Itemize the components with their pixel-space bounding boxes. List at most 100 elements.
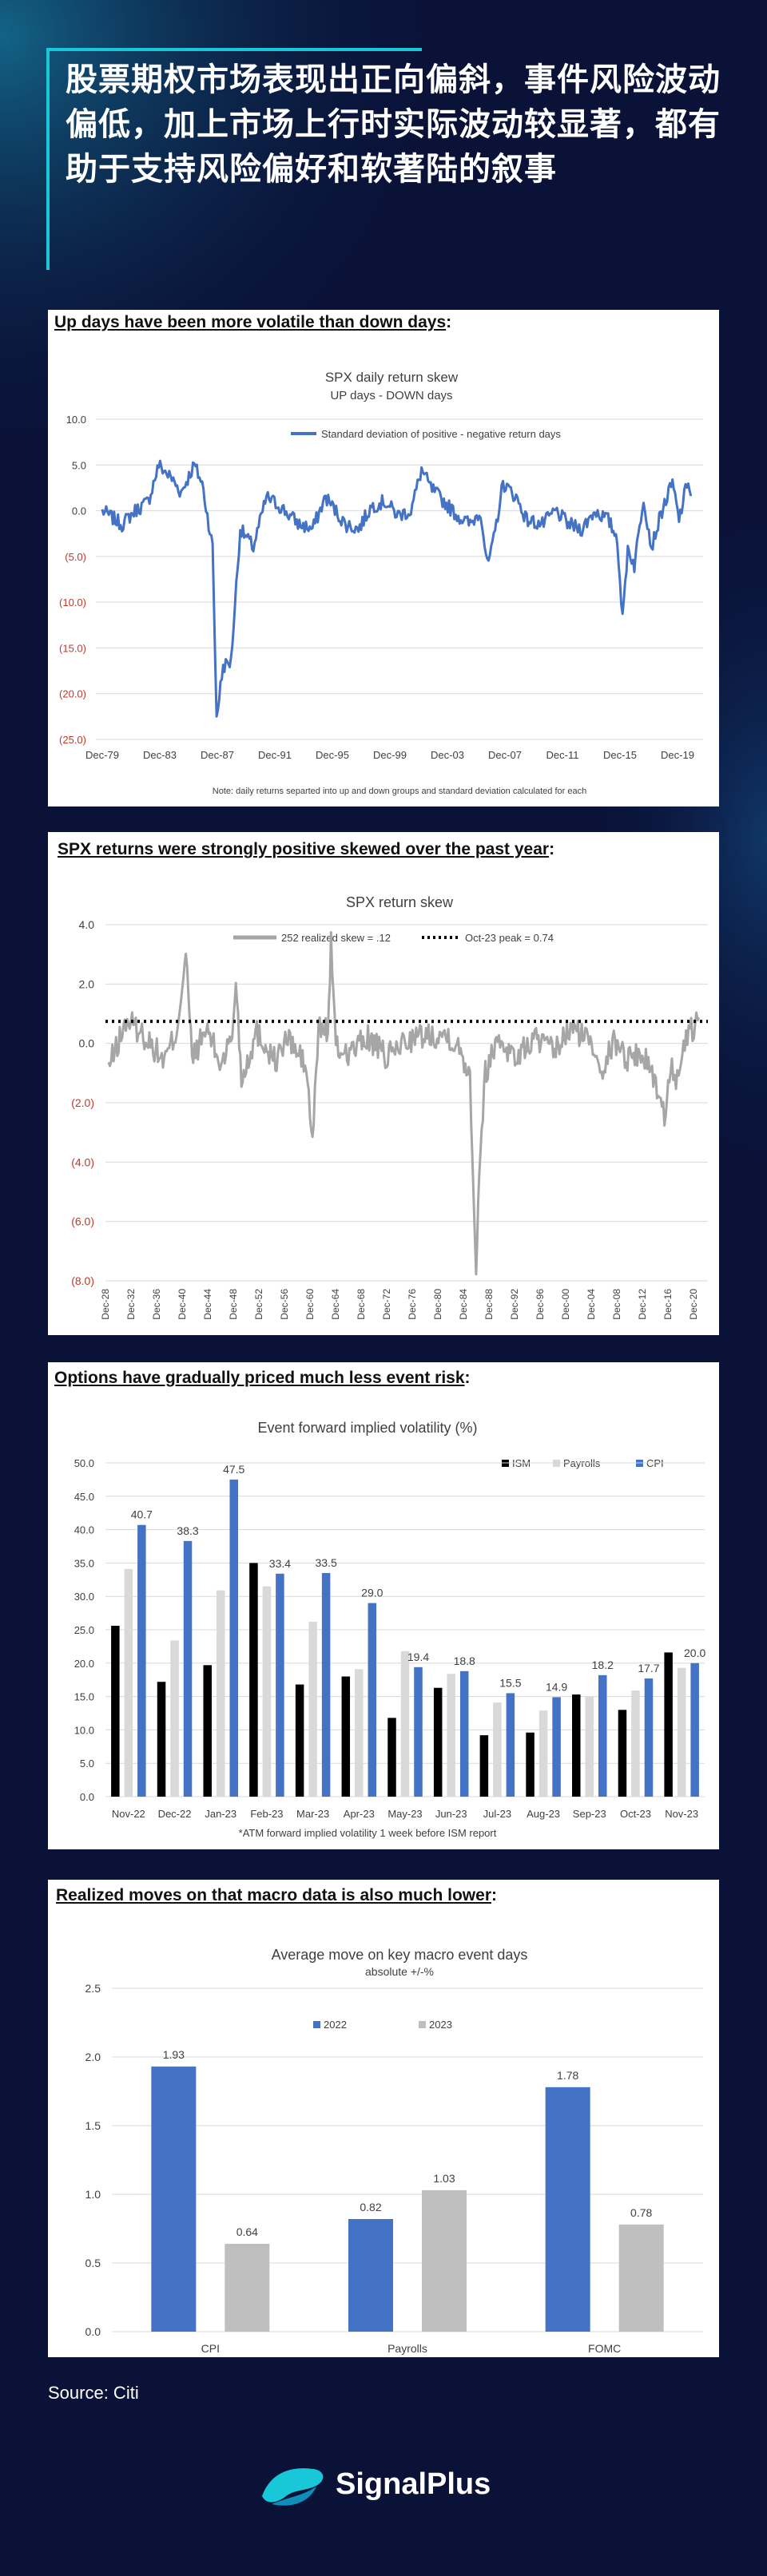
y-tick-label: 0.0 bbox=[80, 1791, 94, 1803]
x-tick-label: Dec-95 bbox=[316, 749, 349, 761]
headline-text: 股票期权市场表现出正向偏斜，事件风险波动偏低，加上市场上行时实际波动较显著，都有… bbox=[66, 61, 721, 188]
x-tick-label: FOMC bbox=[588, 2342, 621, 2355]
x-tick-label: Dec-12 bbox=[637, 1289, 648, 1320]
bar-payrolls bbox=[447, 1674, 455, 1797]
data-label-2022: 0.82 bbox=[360, 2201, 381, 2213]
bar-ism bbox=[341, 1676, 351, 1797]
legend-swatch-2023 bbox=[419, 2021, 426, 2028]
legend-label: Standard deviation of positive - negativ… bbox=[321, 428, 561, 440]
x-tick-label: Nov-22 bbox=[112, 1808, 145, 1820]
series-line-skew bbox=[101, 459, 693, 718]
x-tick-label: Dec-48 bbox=[228, 1289, 239, 1320]
bar-cpi bbox=[183, 1540, 193, 1797]
x-tick-label: Dec-07 bbox=[488, 749, 522, 761]
x-tick-label: Dec-36 bbox=[151, 1289, 162, 1320]
bar-ism bbox=[433, 1687, 443, 1797]
data-label-cpi: 20.0 bbox=[684, 1647, 705, 1659]
bar-ism bbox=[479, 1735, 489, 1797]
bar-payrolls bbox=[400, 1651, 410, 1797]
bar-payrolls bbox=[170, 1640, 179, 1797]
chart-average-move-macro-days: Average move on key macro event days abso… bbox=[85, 1947, 703, 2355]
panel-title: SPX returns were strongly positive skewe… bbox=[58, 840, 554, 859]
bar-cpi bbox=[414, 1666, 423, 1797]
headline-accent-top bbox=[46, 48, 422, 51]
y-tick-label: 0.5 bbox=[85, 2257, 101, 2269]
x-tick-label: Dec-22 bbox=[158, 1808, 192, 1820]
y-tick-label: (4.0) bbox=[71, 1155, 94, 1168]
bar-payrolls bbox=[493, 1702, 502, 1797]
x-tick-label: CPI bbox=[201, 2342, 220, 2355]
chart-title: SPX daily return skew bbox=[325, 370, 459, 385]
bar-cpi bbox=[229, 1479, 238, 1797]
panel-realized-macro-moves: Realized moves on that macro data is als… bbox=[48, 1880, 719, 2357]
bar-ism bbox=[157, 1682, 166, 1797]
series-line-realized-skew bbox=[107, 931, 701, 1276]
x-tick-label: Aug-23 bbox=[527, 1808, 560, 1820]
y-tick-label: (15.0) bbox=[59, 642, 86, 654]
bar-cpi bbox=[368, 1603, 377, 1797]
x-tick-label: Dec-40 bbox=[177, 1289, 188, 1320]
bar-ism bbox=[526, 1732, 535, 1797]
chart-title: SPX return skew bbox=[346, 894, 454, 910]
bar-ism bbox=[387, 1718, 396, 1797]
y-tick-label: 0.0 bbox=[79, 1037, 95, 1050]
y-tick-label: 2.0 bbox=[79, 977, 95, 990]
x-tick-label: Dec-00 bbox=[560, 1289, 571, 1320]
x-tick-label: Nov-23 bbox=[665, 1808, 698, 1820]
bar-cpi bbox=[644, 1678, 654, 1797]
bar-cpi bbox=[690, 1663, 699, 1797]
x-tick-label: Dec-32 bbox=[125, 1289, 137, 1320]
x-tick-label: Oct-23 bbox=[620, 1808, 651, 1820]
bar-2022 bbox=[348, 2218, 393, 2332]
x-tick-label: Dec-28 bbox=[100, 1289, 111, 1320]
bar-payrolls bbox=[355, 1669, 364, 1797]
bar-cpi bbox=[321, 1572, 331, 1797]
y-tick-label: (5.0) bbox=[65, 551, 86, 563]
source-note: Source: Citi bbox=[48, 2383, 139, 2403]
y-tick-label: 10.0 bbox=[66, 414, 86, 426]
bar-cpi bbox=[598, 1674, 607, 1797]
y-tick-label: 0.0 bbox=[72, 505, 86, 517]
bar-cpi bbox=[459, 1670, 469, 1797]
chart-subtitle: UP days - DOWN days bbox=[330, 389, 452, 402]
x-tick-label: Dec-99 bbox=[373, 749, 407, 761]
x-tick-label: Dec-87 bbox=[201, 749, 234, 761]
data-label-cpi: 17.7 bbox=[638, 1662, 659, 1674]
y-tick-label: (20.0) bbox=[59, 688, 86, 700]
chart-title: Average move on key macro event days bbox=[272, 1947, 528, 1963]
data-label-2023: 0.64 bbox=[236, 2225, 258, 2238]
y-tick-label: 40.0 bbox=[74, 1524, 94, 1536]
panel-title: Realized moves on that macro data is als… bbox=[56, 1886, 497, 1905]
x-tick-label: Dec-83 bbox=[143, 749, 177, 761]
x-tick-label: Dec-76 bbox=[407, 1289, 418, 1320]
data-label-cpi: 18.2 bbox=[592, 1659, 614, 1671]
y-tick-label: 2.5 bbox=[85, 1982, 101, 1995]
panel-title-text: Up days have been more volatile than dow… bbox=[54, 313, 447, 331]
panel-event-implied-vol: Options have gradually priced much less … bbox=[48, 1362, 719, 1849]
data-label-cpi: 19.4 bbox=[407, 1651, 429, 1663]
data-label-2023: 0.78 bbox=[630, 2206, 652, 2219]
chart-subtitle: absolute +/-% bbox=[365, 1965, 434, 1978]
x-tick-label: Dec-15 bbox=[603, 749, 637, 761]
panel-title: Up days have been more volatile than dow… bbox=[54, 313, 451, 332]
bar-cpi bbox=[137, 1524, 146, 1797]
data-label-2023: 1.03 bbox=[433, 2172, 455, 2185]
bar-ism bbox=[295, 1684, 304, 1797]
bar-cpi bbox=[506, 1693, 515, 1797]
y-tick-label: 5.0 bbox=[72, 459, 86, 471]
x-tick-label: Dec-03 bbox=[431, 749, 464, 761]
x-tick-label: Dec-56 bbox=[279, 1289, 290, 1320]
bar-payrolls bbox=[677, 1667, 686, 1797]
bar-ism bbox=[111, 1625, 120, 1797]
bar-ism bbox=[249, 1563, 258, 1797]
x-tick-label: Dec-20 bbox=[688, 1289, 699, 1320]
x-tick-label: Dec-11 bbox=[546, 749, 579, 761]
legend-label-ref: Oct-23 peak = 0.74 bbox=[465, 932, 554, 944]
y-tick-label: 35.0 bbox=[74, 1557, 94, 1569]
panel-title-colon: : bbox=[464, 1369, 471, 1387]
signalplus-logo-icon bbox=[262, 2468, 324, 2506]
panel-title-colon: : bbox=[491, 1886, 497, 1904]
chart-spx-return-skew: SPX return skew 252 realized skew = .12 Oc… bbox=[71, 894, 708, 1320]
legend-label-series: 252 realized skew = .12 bbox=[281, 932, 391, 944]
y-tick-label: 1.5 bbox=[85, 2119, 101, 2132]
